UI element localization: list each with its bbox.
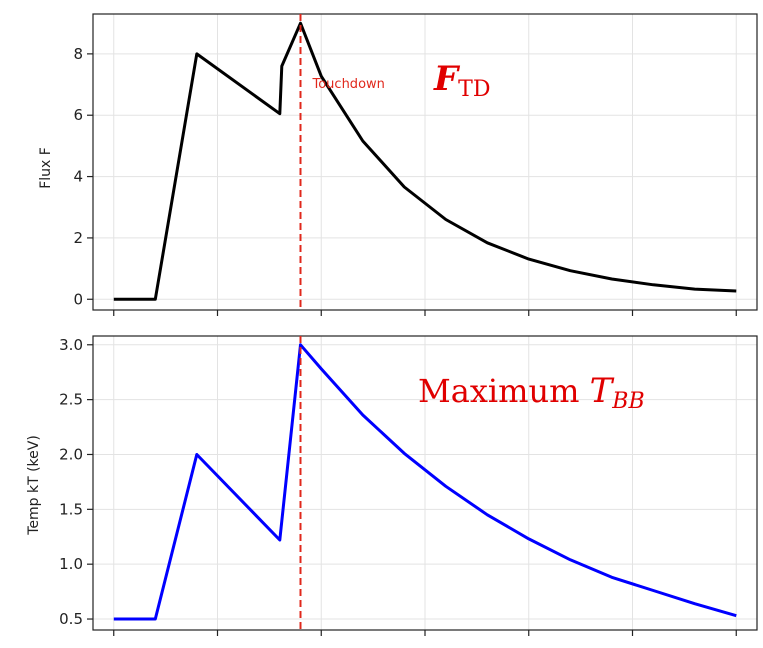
max-tbb-annotation: Maximum TBB [418, 371, 645, 414]
y-tick: 1.0 [59, 555, 93, 573]
y-tick: 6 [73, 106, 93, 124]
max-tbb-prefix: Maximum [418, 372, 590, 410]
flux-y-axis-label: Flux F [38, 147, 54, 189]
temp-series-line [113, 343, 737, 621]
y-tick: 4 [73, 168, 93, 186]
y-tick: 3.0 [59, 336, 93, 354]
y-tick: 0 [73, 290, 93, 308]
touchdown-label: Touchdown [312, 77, 385, 92]
temp-x-ticks [113, 630, 737, 636]
y-tick: 2.0 [59, 445, 93, 463]
temp-y-axis-label: Temp kT (keV) [26, 435, 42, 536]
y-tick-label: 1.5 [59, 500, 83, 518]
flux-td-subscript: TD [458, 77, 490, 102]
y-tick: 0.5 [59, 610, 93, 628]
y-tick-label: 3.0 [59, 336, 83, 354]
y-tick-label: 8 [73, 45, 83, 63]
y-tick-label: 2.0 [59, 445, 83, 463]
temp-panel-background [0, 325, 763, 648]
y-tick-label: 4 [73, 168, 83, 186]
flux-grid [93, 14, 757, 310]
flux-x-ticks [113, 310, 737, 316]
y-tick-label: 2.5 [59, 391, 83, 409]
y-tick-label: 1.0 [59, 555, 83, 573]
flux-series-line [113, 21, 737, 301]
max-tbb-symbol: T [590, 371, 615, 411]
y-tick: 1.5 [59, 500, 93, 518]
flux-y-ticks: 0 2 4 6 8 [73, 45, 93, 308]
y-tick: 2 [73, 229, 93, 247]
flux-td-annotation: FTD [433, 59, 490, 102]
y-tick-label: 0.5 [59, 610, 83, 628]
temp-panel: 0.5 1.0 1.5 2.0 2.5 3.0 Temp kT (keV) Maximum… [0, 325, 763, 648]
flux-td-symbol: F [433, 59, 461, 99]
flux-panel: 0 2 4 6 8 Flux F Touchdown FTD [0, 0, 763, 325]
y-tick: 8 [73, 45, 93, 63]
y-tick-label: 6 [73, 106, 83, 124]
max-tbb-subscript: BB [611, 389, 644, 414]
y-tick: 2.5 [59, 391, 93, 409]
temp-grid [93, 336, 757, 630]
y-tick-label: 0 [73, 290, 83, 308]
temp-y-ticks: 0.5 1.0 1.5 2.0 2.5 3.0 [59, 336, 93, 628]
y-tick-label: 2 [73, 229, 83, 247]
